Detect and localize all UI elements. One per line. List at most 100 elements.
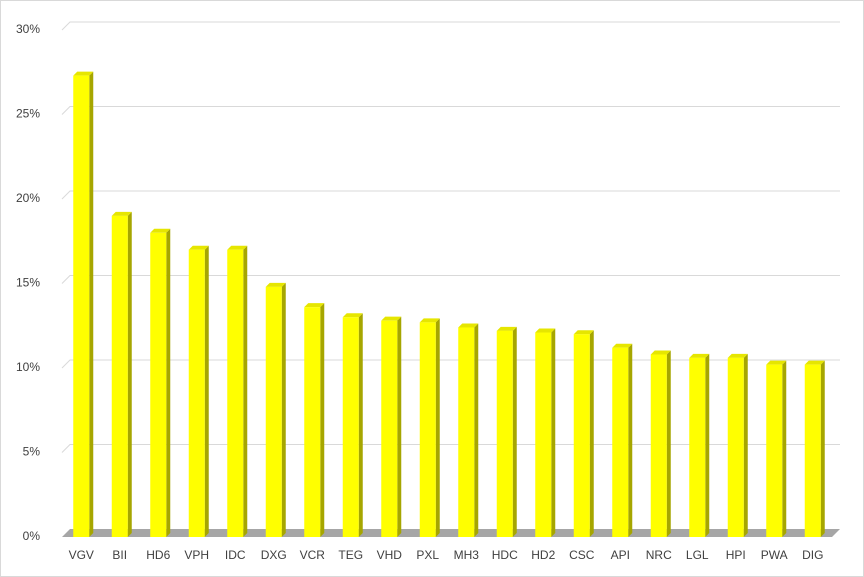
- bar-face: [342, 317, 359, 537]
- x-tick-label: CSC: [569, 548, 595, 562]
- x-tick-label: LGL: [686, 548, 709, 562]
- bar: [689, 353, 710, 537]
- bar-face: [419, 322, 436, 537]
- bar-side: [281, 282, 286, 537]
- bar-side: [782, 360, 787, 537]
- bar-face: [727, 357, 744, 537]
- bar-side: [358, 313, 363, 537]
- x-tick-label: API: [611, 548, 630, 562]
- bar: [804, 360, 825, 537]
- bar-top: [419, 318, 440, 323]
- bar: [188, 245, 209, 537]
- bar-side: [166, 228, 171, 538]
- bar-top: [188, 245, 209, 250]
- bar-face: [381, 320, 398, 537]
- bar-side: [127, 211, 132, 537]
- x-tick-label: MH3: [454, 548, 480, 562]
- x-tick-label: HD2: [531, 548, 555, 562]
- bar-face: [227, 249, 244, 537]
- grid-line: [61, 190, 840, 200]
- bar-side: [397, 316, 402, 537]
- bar: [111, 211, 132, 537]
- bar: [496, 326, 517, 537]
- bar-top: [727, 353, 748, 358]
- bar-face: [304, 307, 321, 537]
- x-tick-label: VGV: [69, 548, 94, 562]
- grid-line: [61, 106, 840, 115]
- bar-face: [689, 357, 706, 537]
- bar-face: [188, 249, 205, 537]
- bar-side: [89, 71, 94, 537]
- bar: [73, 71, 94, 537]
- grid-line: [61, 275, 840, 284]
- x-tick-label: NRC: [646, 548, 672, 562]
- bar-face: [111, 215, 128, 537]
- grid-line: [61, 21, 840, 31]
- y-tick-label: 20%: [16, 191, 40, 205]
- bar: [265, 282, 286, 537]
- bar-top: [73, 71, 94, 76]
- bar-top: [265, 282, 286, 287]
- bar-top: [535, 328, 556, 333]
- bar: [650, 350, 671, 537]
- bar-side: [628, 343, 633, 537]
- x-tick-label: HPI: [726, 548, 746, 562]
- bar: [304, 303, 325, 537]
- x-tick-label: PXL: [416, 548, 439, 562]
- bar-top: [496, 326, 517, 331]
- y-tick-label: 10%: [16, 360, 40, 374]
- bar-top: [227, 245, 248, 250]
- x-tick-label: IDC: [225, 548, 246, 562]
- x-tick-label: TEG: [338, 548, 363, 562]
- bar-top: [111, 211, 132, 216]
- bar-side: [243, 245, 248, 537]
- bar-top: [689, 353, 710, 358]
- bar-face: [612, 347, 629, 537]
- bar: [150, 228, 171, 538]
- bar-side: [589, 330, 594, 537]
- bar: [227, 245, 248, 537]
- bar-face: [265, 286, 282, 537]
- x-tick-label: VCR: [300, 548, 326, 562]
- x-tick-label: HDC: [492, 548, 518, 562]
- floor: [62, 529, 840, 537]
- x-tick-label: HD6: [146, 548, 170, 562]
- bar: [727, 353, 748, 537]
- x-tick-label: VHD: [377, 548, 403, 562]
- bar: [342, 313, 363, 537]
- bar-side: [705, 353, 710, 537]
- bar: [612, 343, 633, 537]
- y-tick-label: 15%: [16, 276, 40, 290]
- bar-side: [512, 326, 517, 537]
- bar-top: [573, 330, 594, 335]
- bar-side: [666, 350, 671, 537]
- bar-side: [435, 318, 440, 537]
- x-tick-label: BII: [112, 548, 127, 562]
- bar-face: [650, 354, 667, 537]
- y-tick-label: 25%: [16, 107, 40, 121]
- bar-face: [573, 334, 590, 537]
- y-tick-label: 30%: [16, 22, 40, 36]
- bar: [419, 318, 440, 537]
- x-tick-label: DXG: [261, 548, 287, 562]
- bar: [458, 323, 479, 537]
- bar-face: [496, 330, 513, 537]
- x-tick-label: VPH: [184, 548, 209, 562]
- bar-top: [381, 316, 402, 321]
- bar-face: [458, 327, 475, 537]
- bar-side: [320, 303, 325, 537]
- bar-face: [535, 332, 552, 537]
- bar-top: [650, 350, 671, 355]
- bar: [381, 316, 402, 537]
- bar: [535, 328, 556, 537]
- bar: [766, 360, 787, 537]
- x-tick-label: PWA: [761, 548, 788, 562]
- bar-face: [804, 364, 821, 537]
- bar-face: [766, 364, 783, 537]
- bar-face: [73, 75, 90, 537]
- bar-side: [474, 323, 479, 537]
- bar-top: [458, 323, 479, 328]
- bar: [573, 330, 594, 537]
- bar-top: [342, 313, 363, 318]
